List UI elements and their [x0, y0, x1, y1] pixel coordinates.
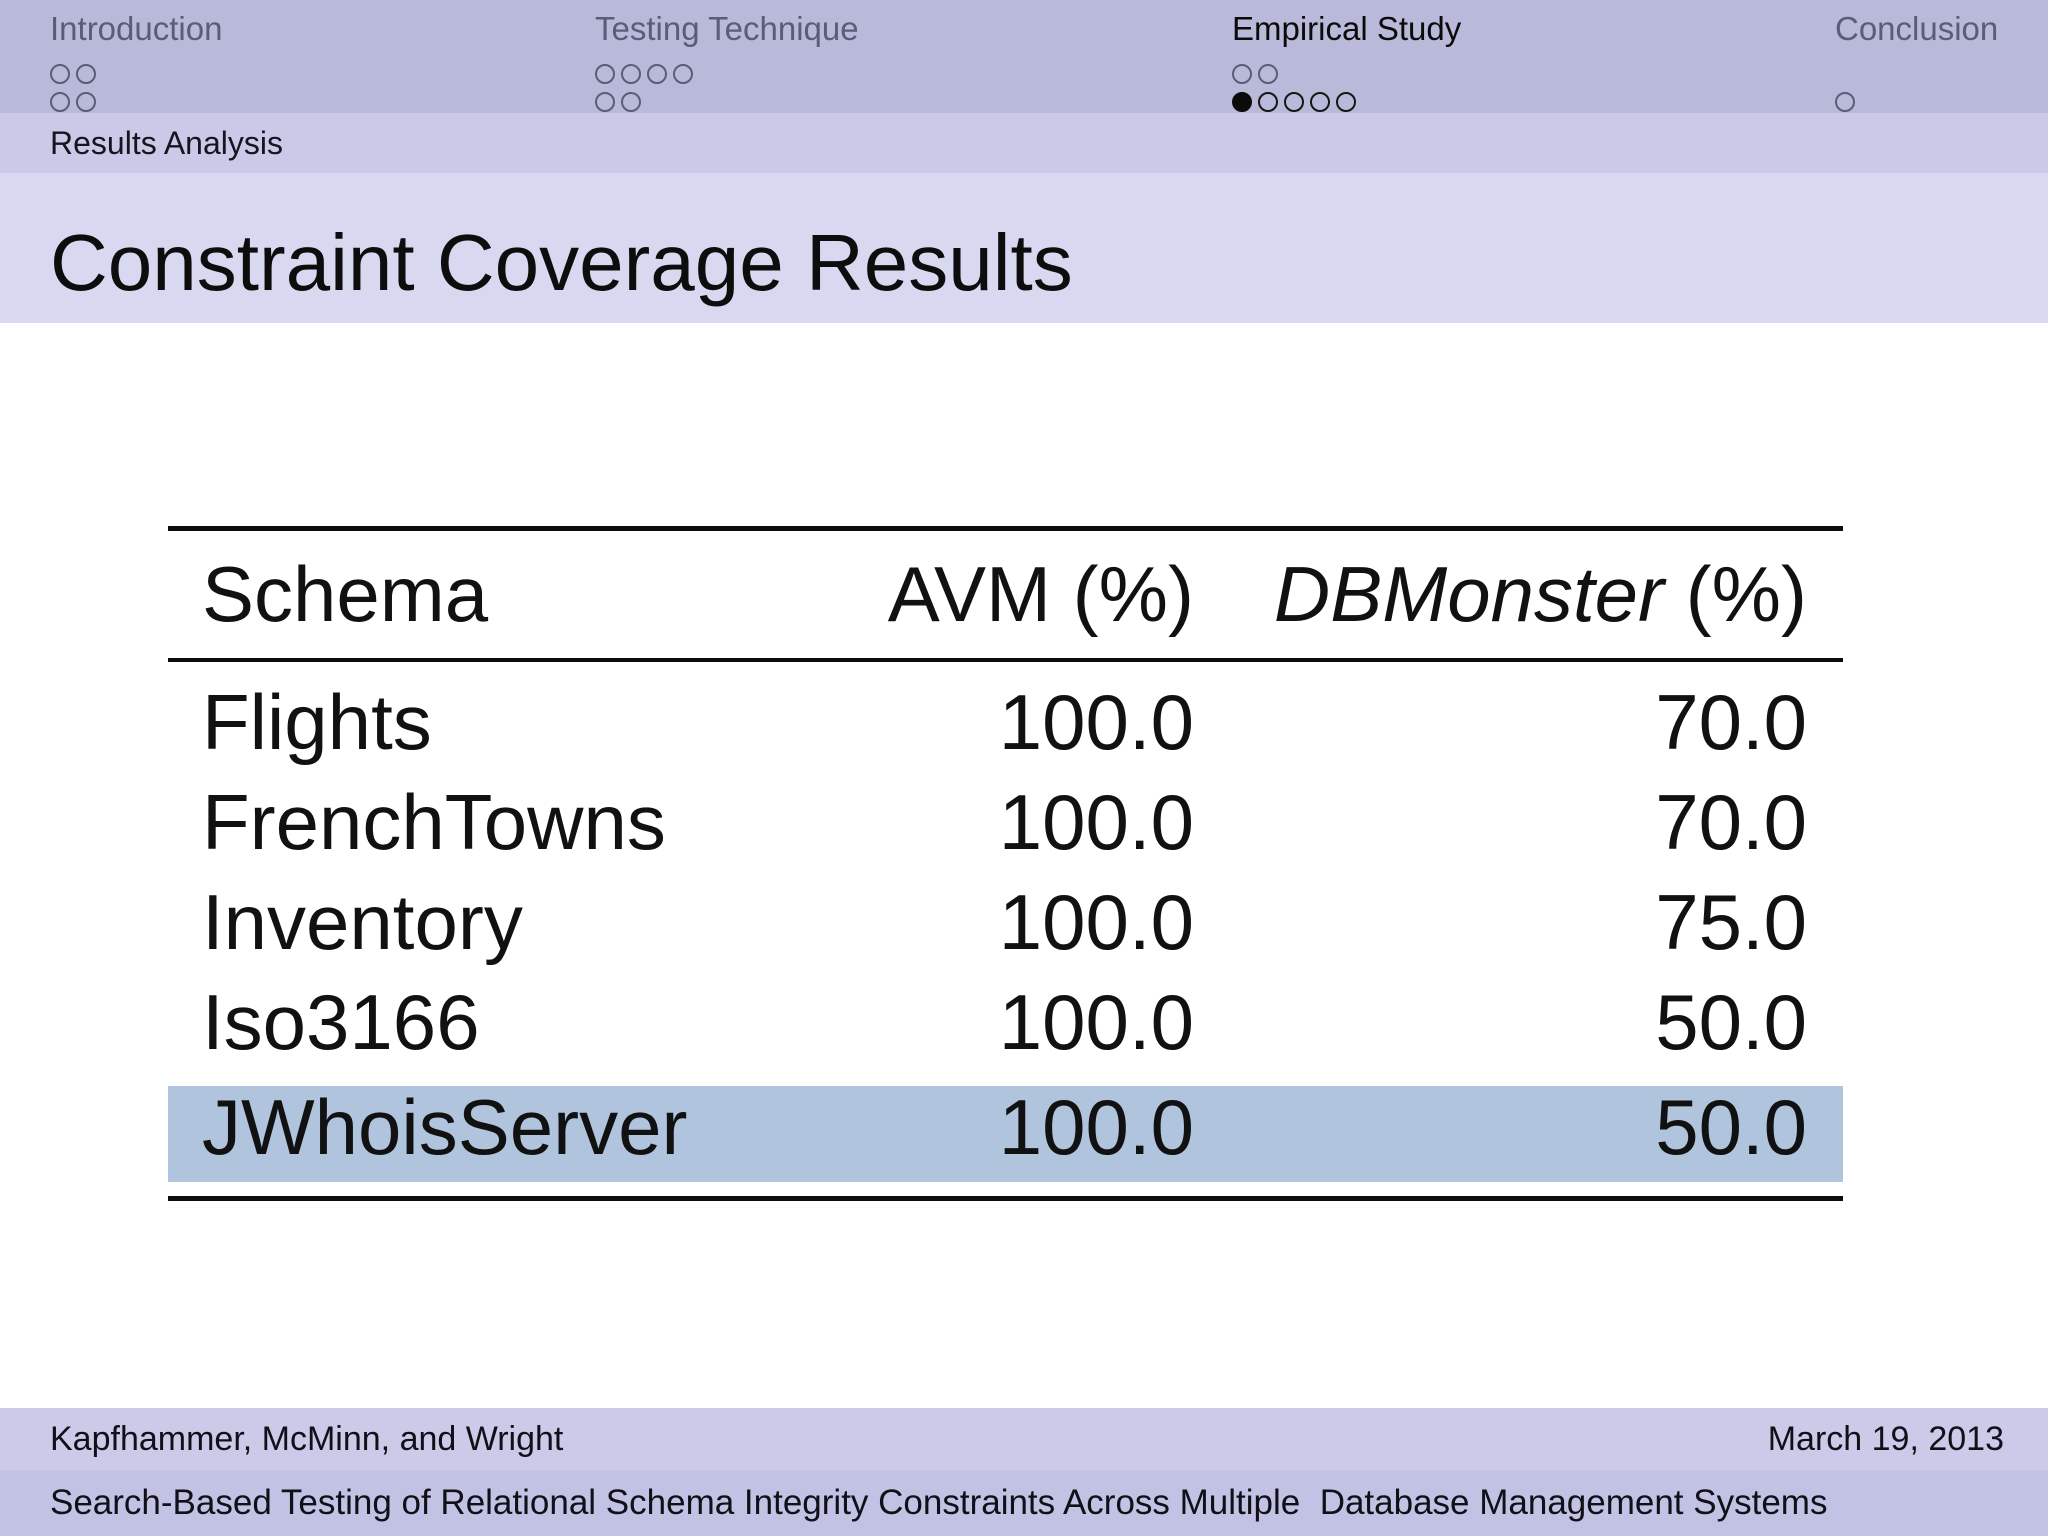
constraint-coverage-table: Schema AVM (%) DBMonster (%) Flights 100.… [168, 526, 1843, 1201]
date-text: March 19, 2013 [1767, 1419, 2004, 1458]
slide-dot[interactable] [595, 92, 615, 112]
talk-title-bar: Search-Based Testing of Relational Schem… [0, 1470, 2048, 1536]
slide-dot[interactable] [50, 92, 70, 112]
header-dbmonster-label: DBMonster [1273, 550, 1665, 638]
table-header-row: Schema AVM (%) DBMonster (%) [168, 531, 1843, 658]
slide-dot-row [50, 64, 222, 88]
subsection-bar: Results Analysis [0, 113, 2048, 173]
avm-cell: 100.0 [998, 1082, 1194, 1171]
header-schema-label: Schema [202, 550, 489, 638]
header-avm-unit: (%) [1051, 550, 1194, 638]
dbmonster-cell: 70.0 [1655, 777, 1807, 866]
table-row-frenchtowns: FrenchTowns 100.0 70.0 [168, 772, 1843, 872]
section-navigation-bar: Introduction Testing Technique Empirical S… [0, 0, 2048, 113]
header-avm-label: AVM [887, 550, 1052, 638]
slide-dot[interactable] [1835, 92, 1855, 112]
avm-cell: 100.0 [998, 777, 1194, 866]
schema-cell: JWhoisServer [202, 1082, 688, 1171]
table-row-jwhoisserver: JWhoisServer 100.0 50.0 [168, 1072, 1843, 1182]
column-header-dbmonster: DBMonster (%) [1194, 549, 1807, 640]
nav-section-label[interactable]: Testing Technique [595, 10, 859, 47]
table-bottom-rule [168, 1196, 1843, 1201]
slide-dot-row [1232, 64, 1461, 88]
slide-dot[interactable] [595, 64, 615, 84]
nav-section-label[interactable]: Conclusion [1835, 10, 1999, 47]
dbmonster-cell: 50.0 [1655, 977, 1807, 1066]
avm-cell: 100.0 [998, 677, 1194, 766]
slide-dot[interactable] [50, 64, 70, 84]
schema-cell: FrenchTowns [202, 777, 666, 866]
table-row-flights: Flights 100.0 70.0 [168, 672, 1843, 772]
slide-dot[interactable] [673, 64, 693, 84]
author-date-bar: Kapfhammer, McMinn, and Wright March 19,… [0, 1408, 2048, 1470]
schema-cell: Inventory [202, 877, 523, 966]
talk-title-text: Search-Based Testing of Relational Schem… [50, 1483, 1828, 1522]
slide-dot[interactable] [647, 64, 667, 84]
slide-dot[interactable] [621, 64, 641, 84]
dbmonster-cell: 70.0 [1655, 677, 1807, 766]
authors-text: Kapfhammer, McMinn, and Wright [50, 1419, 564, 1458]
slide-dot[interactable] [76, 92, 96, 112]
table-row-inventory: Inventory 100.0 75.0 [168, 872, 1843, 972]
header-dbmonster-unit: (%) [1664, 550, 1807, 638]
slide-dot-row [1232, 92, 1461, 116]
table-top-rule [168, 526, 1843, 531]
page-title: Constraint Coverage Results [50, 218, 1073, 307]
slide-dot-row [1835, 64, 1998, 88]
slide-dot-row [1835, 92, 1998, 116]
slide-dot[interactable] [1336, 92, 1356, 112]
nav-section-testing-technique[interactable]: Testing Technique [595, 0, 859, 116]
column-header-avm: AVM (%) [728, 549, 1194, 640]
dbmonster-cell: 50.0 [1655, 1082, 1807, 1171]
slide-dot-row [595, 92, 859, 116]
schema-cell: Flights [202, 677, 432, 766]
dbmonster-cell: 75.0 [1655, 877, 1807, 966]
table-row-iso3166: Iso3166 100.0 50.0 [168, 972, 1843, 1072]
nav-section-empirical-study[interactable]: Empirical Study [1232, 0, 1461, 116]
slide-dot-row [595, 64, 859, 88]
slide-dot[interactable] [1258, 92, 1278, 112]
table-header-rule [168, 658, 1843, 662]
slide-dot[interactable] [76, 64, 96, 84]
slide-dot[interactable] [621, 92, 641, 112]
slide-dot[interactable] [1310, 92, 1330, 112]
nav-section-label[interactable]: Introduction [50, 10, 223, 47]
nav-section-conclusion[interactable]: Conclusion [1835, 0, 1998, 116]
avm-cell: 100.0 [998, 877, 1194, 966]
nav-section-introduction[interactable]: Introduction [50, 0, 222, 116]
slide-dot[interactable] [1232, 64, 1252, 84]
slide-dot-row [50, 92, 222, 116]
avm-cell: 100.0 [998, 977, 1194, 1066]
current-slide-dot[interactable] [1232, 92, 1252, 112]
table-body: Flights 100.0 70.0 FrenchTowns 100.0 70.0 Inve… [168, 662, 1843, 1196]
subsection-label: Results Analysis [50, 124, 283, 161]
schema-cell: Iso3166 [202, 977, 480, 1066]
frame-title-band: Constraint Coverage Results [0, 173, 2048, 323]
nav-section-label[interactable]: Empirical Study [1232, 10, 1462, 47]
column-header-schema: Schema [168, 549, 728, 640]
slide-dot[interactable] [1284, 92, 1304, 112]
slide-dot[interactable] [1258, 64, 1278, 84]
